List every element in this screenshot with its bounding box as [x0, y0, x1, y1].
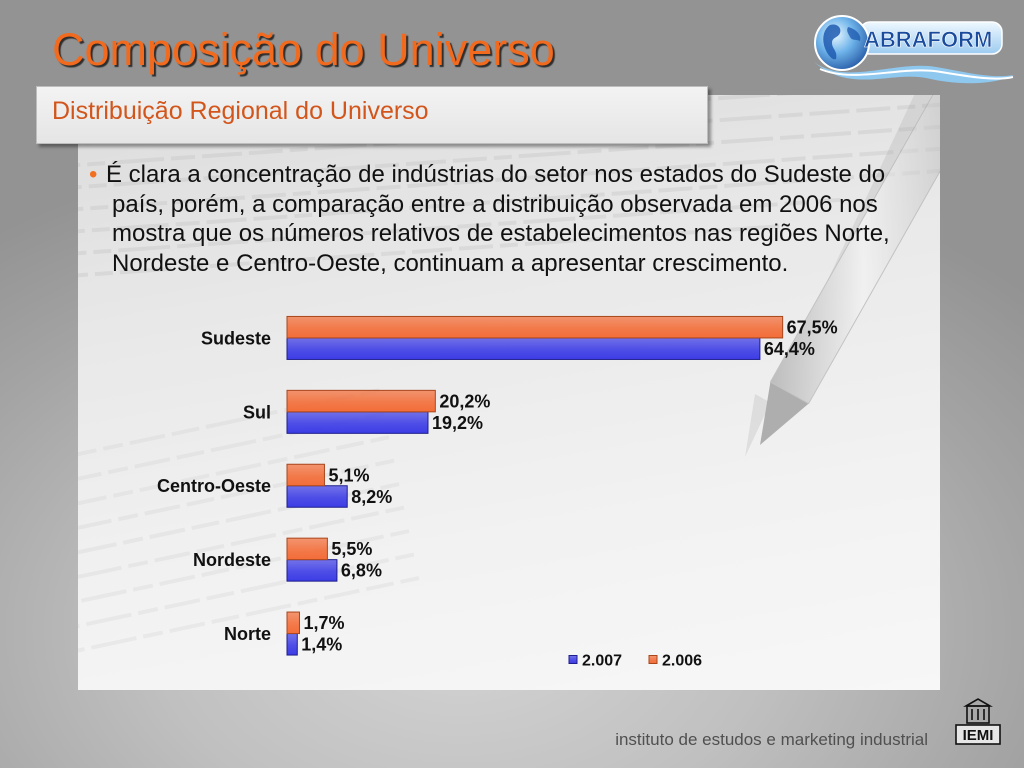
data-label: 5,1% [328, 465, 369, 485]
bar-2-006 [286, 389, 436, 413]
slide-subtitle: Distribuição Regional do Universo [52, 97, 429, 125]
bullet-line: Nordeste e Centro-Oeste, continuam a apr… [112, 249, 789, 277]
bar-chart: Sudeste 64,4%67,5% Sul 19,2%20,2% Centro-Oes… [157, 315, 838, 670]
footer-text: instituto de estudos e marketing industr… [615, 730, 928, 749]
bar-2-006 [286, 537, 328, 561]
bar-2-006 [286, 611, 300, 635]
category-label: Centro-Oeste [157, 476, 271, 496]
category-label: Sul [243, 402, 271, 422]
bar-2-007 [286, 485, 348, 508]
abraform-logo: ABRAFORM [814, 15, 1014, 84]
legend-label: 2.006 [662, 653, 702, 670]
data-label: 64,4% [764, 339, 815, 359]
bar-2-007 [286, 559, 338, 582]
data-label: 19,2% [432, 413, 483, 433]
iemi-wordmark: IEMI [963, 727, 994, 744]
bullet-paragraph: É clara a concentração de indústrias do … [106, 160, 932, 278]
swoosh-highlight [819, 68, 1014, 80]
data-label: 8,2% [351, 487, 392, 507]
data-label: 1,7% [303, 613, 344, 633]
slide-title: Composição do Universo [52, 24, 555, 75]
category-label: Nordeste [193, 550, 271, 570]
abraform-wordmark: ABRAFORM [864, 27, 992, 52]
iemi-logo: IEMI [955, 698, 1001, 745]
legend-swatch [648, 655, 658, 664]
content-panel [78, 95, 940, 690]
legend-swatch [568, 655, 578, 664]
bullet-line: país, porém, a comparação entre a distri… [112, 190, 878, 218]
iemi-box [955, 724, 1001, 745]
chart-legend: 2.007 2.006 [568, 653, 702, 670]
data-label: 1,4% [301, 635, 342, 655]
bar-2-006 [286, 463, 325, 487]
bullet-line: É clara a concentração de indústrias do … [106, 161, 886, 188]
bar-2-007 [286, 633, 298, 656]
legend-label: 2.007 [582, 653, 622, 670]
bar-2-007 [286, 337, 761, 360]
globe-icon [814, 15, 870, 71]
data-label: 20,2% [439, 391, 490, 411]
category-label: Sudeste [201, 328, 271, 348]
bar-2-007 [286, 411, 429, 434]
building-icon [963, 698, 993, 724]
category-label: Norte [224, 624, 271, 644]
swoosh-shape [814, 62, 1014, 84]
bar-2-006 [286, 315, 784, 339]
subtitle-box: Distribuição Regional do Universo [36, 86, 708, 144]
bullet-line: mostra que os números relativos de estab… [112, 220, 890, 247]
data-label: 67,5% [787, 318, 838, 338]
bullet-marker: • [89, 161, 98, 188]
data-label: 6,8% [341, 561, 382, 581]
data-label: 5,5% [331, 539, 372, 559]
pen-illustration [745, 95, 940, 457]
